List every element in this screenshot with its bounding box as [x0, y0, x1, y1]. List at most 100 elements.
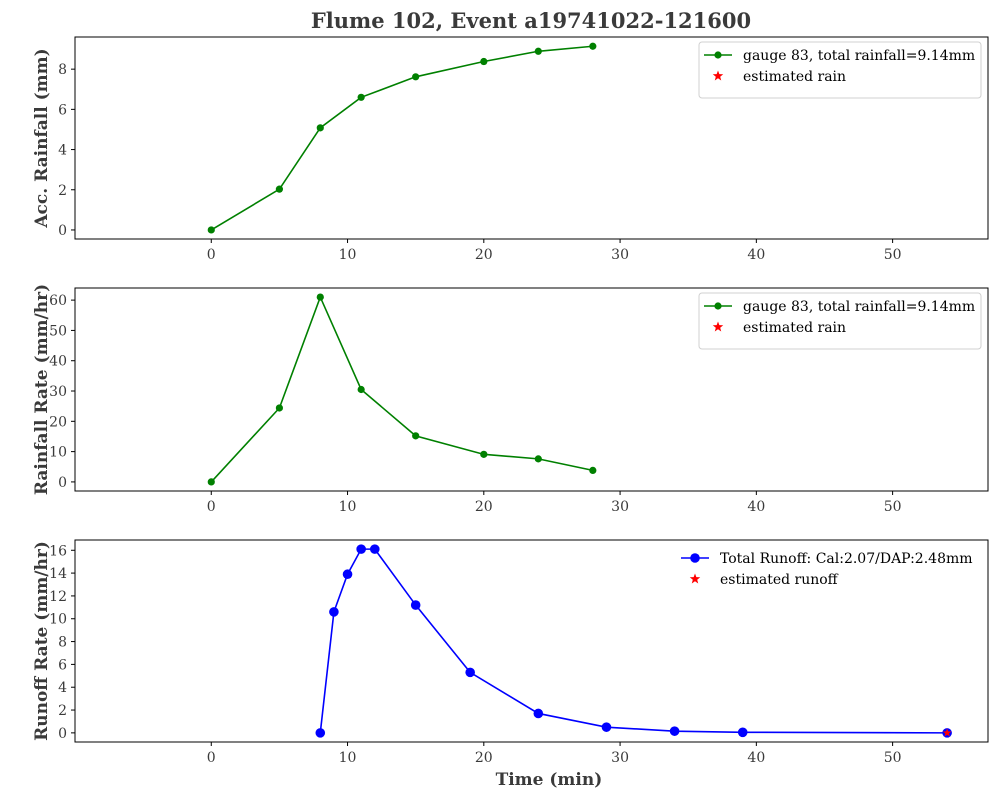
y-tick-label: 20: [49, 414, 67, 430]
panel-accumulated-rainfall: 0 10 20 30 40 50 0 2 4 6 8 Acc. Rainfall (mm) gauge …: [32, 36, 989, 263]
y-tick-label: 8: [58, 635, 67, 651]
y-tick-label: 0: [58, 726, 67, 742]
legend-box: [698, 41, 982, 99]
data-point: [412, 73, 420, 81]
series-1: [942, 728, 952, 737]
legend-marker: [690, 553, 700, 563]
series-line: [210, 45, 593, 231]
legend-star-marker: [712, 70, 724, 81]
data-point: [207, 226, 215, 234]
series-0: [315, 544, 952, 738]
plot-frame: [74, 287, 989, 492]
data-point: [275, 404, 284, 412]
series-0: [207, 293, 597, 486]
legend-label: Total Runoff: Cal:2.07/DAP:2.48mm: [720, 551, 973, 567]
data-point: [589, 466, 597, 474]
y-tick-label: 4: [58, 680, 67, 696]
data-point: [275, 185, 284, 193]
y-tick-label: 10: [49, 612, 67, 628]
x-tick-label: 0: [207, 499, 216, 515]
x-tick-label: 50: [884, 247, 902, 263]
y-tick-label: 12: [49, 589, 67, 605]
data-point: [357, 93, 365, 101]
legend-label: estimated rain: [743, 320, 846, 336]
y-tick-label: 50: [49, 323, 67, 339]
x-tick-label: 20: [475, 750, 493, 766]
data-point: [329, 607, 339, 617]
legend: gauge 83, total rainfall=9.14mm estimated…: [698, 41, 982, 99]
x-axis-label: Time (min): [496, 770, 603, 790]
data-point: [534, 47, 542, 55]
data-point: [412, 432, 420, 440]
x-tick-label: 50: [884, 499, 902, 515]
y-tick-label: 60: [49, 293, 67, 309]
legend: gauge 83, total rainfall=9.14mm estimated…: [698, 292, 982, 350]
x-tick-label: 40: [747, 750, 765, 766]
x-tick-label: 10: [339, 247, 357, 263]
y-tick-label: 0: [58, 475, 67, 491]
y-tick-label: 6: [58, 657, 67, 673]
y-tick-label: 4: [58, 143, 67, 159]
y-axis-label: Rainfall Rate (mm/hr): [32, 284, 52, 495]
data-point: [601, 722, 612, 732]
legend-star-marker: [712, 321, 724, 332]
y-tick-label: 30: [49, 384, 67, 400]
x-tick-label: 30: [611, 499, 629, 515]
data-point: [316, 293, 324, 301]
data-point: [737, 727, 748, 738]
data-point: [533, 708, 544, 719]
x-tick-label: 20: [475, 247, 493, 263]
legend-marker: [714, 51, 722, 59]
y-tick-label: 6: [58, 102, 67, 118]
y-tick-label: 2: [58, 183, 67, 199]
y-tick-label: 40: [49, 354, 67, 370]
x-tick-label: 40: [747, 247, 765, 263]
y-tick-label: 2: [58, 703, 67, 719]
series-line: [319, 548, 948, 734]
data-point: [342, 569, 353, 580]
legend-star-marker: [689, 573, 701, 584]
data-point: [316, 124, 324, 132]
legend: Total Runoff: Cal:2.07/DAP:2.48mm estimat…: [681, 551, 973, 588]
x-tick-label: 50: [884, 750, 902, 766]
figure-title: Flume 102, Event a19741022-121600: [311, 8, 751, 33]
y-tick-label: 16: [49, 543, 67, 559]
y-tick-label: 0: [58, 223, 67, 239]
y-tick-label: 8: [58, 62, 67, 78]
data-point: [315, 728, 326, 738]
data-point: [357, 385, 365, 394]
data-point: [369, 544, 380, 554]
x-tick-label: 20: [475, 499, 493, 515]
estimated-point: [942, 728, 952, 737]
y-axis-label: Acc. Rainfall (mm): [32, 48, 52, 228]
data-point: [207, 478, 215, 486]
data-point: [480, 57, 488, 66]
x-tick-label: 40: [747, 499, 765, 515]
legend-label: gauge 83, total rainfall=9.14mm: [743, 299, 975, 315]
data-point: [534, 455, 542, 463]
legend-label: estimated rain: [743, 69, 846, 85]
data-point: [589, 42, 597, 50]
data-point: [465, 667, 475, 678]
x-tick-label: 30: [611, 750, 629, 766]
data-point: [410, 600, 421, 610]
x-tick-label: 10: [339, 499, 357, 515]
legend-marker: [714, 302, 722, 310]
legend-box: [698, 292, 982, 350]
x-tick-label: 0: [207, 750, 216, 766]
data-point: [480, 450, 488, 458]
y-tick-label: 14: [49, 566, 67, 582]
y-tick-label: 10: [49, 445, 67, 461]
data-point: [669, 726, 680, 736]
x-tick-label: 10: [339, 750, 357, 766]
series-line: [210, 294, 593, 483]
legend-label: gauge 83, total rainfall=9.14mm: [743, 48, 975, 64]
x-tick-label: 30: [611, 247, 629, 263]
x-tick-label: 0: [207, 247, 216, 263]
plot-frame: [74, 36, 989, 240]
series-0: [207, 42, 597, 234]
y-axis-label: Runoff Rate (mm/hr): [32, 541, 52, 741]
